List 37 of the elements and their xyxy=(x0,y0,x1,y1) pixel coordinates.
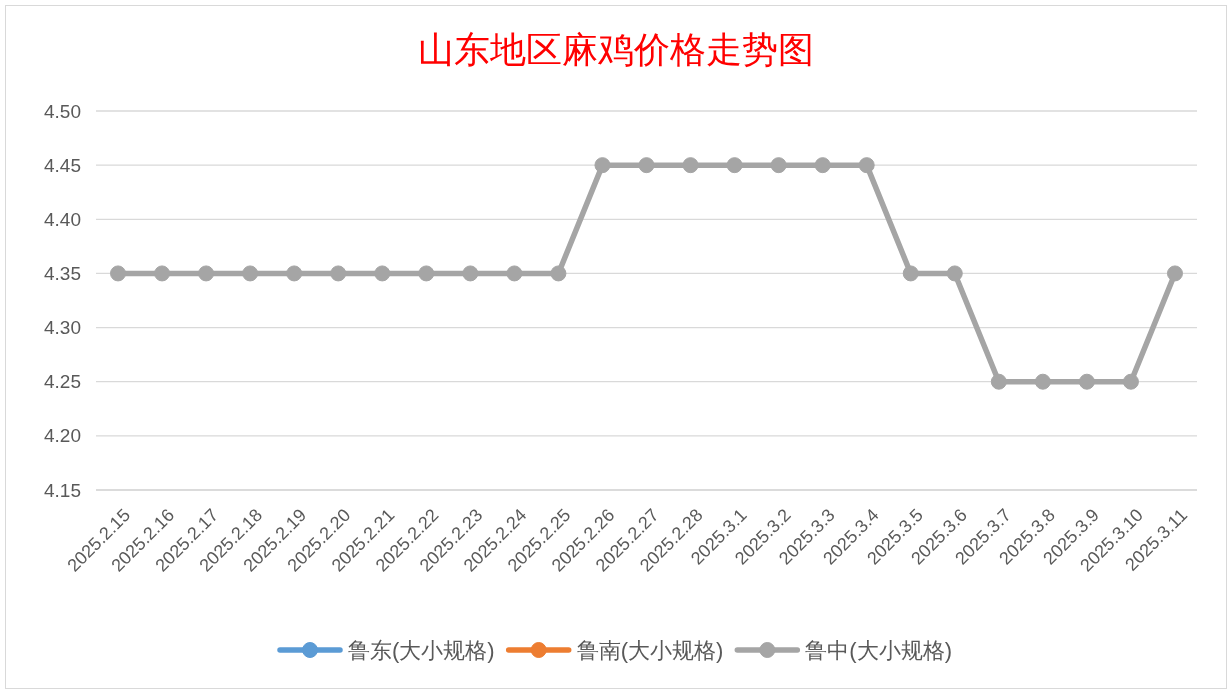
point xyxy=(814,157,831,174)
point xyxy=(638,157,655,174)
point xyxy=(418,265,435,282)
chart-title: 山东地区麻鸡价格走势图 xyxy=(418,30,814,70)
point xyxy=(286,265,303,282)
point xyxy=(770,157,787,174)
y-tick-label: 4.40 xyxy=(44,208,81,230)
point xyxy=(506,265,523,282)
point xyxy=(946,265,963,282)
point xyxy=(330,265,347,282)
legend-label: 鲁中(大小规格) xyxy=(805,637,952,663)
y-tick-label: 4.50 xyxy=(44,100,81,122)
point xyxy=(682,157,699,174)
point xyxy=(858,157,875,174)
point xyxy=(462,265,479,282)
point xyxy=(550,265,567,282)
point xyxy=(1166,265,1183,282)
point xyxy=(1122,373,1139,390)
y-tick-label: 4.25 xyxy=(44,371,81,393)
point xyxy=(1034,373,1051,390)
point xyxy=(242,265,259,282)
y-tick-label: 4.20 xyxy=(44,425,81,447)
legend-label: 鲁南(大小规格) xyxy=(576,637,724,663)
y-tick-label: 4.30 xyxy=(44,317,81,339)
y-tick-label: 4.35 xyxy=(44,262,81,284)
point xyxy=(1078,373,1095,390)
point xyxy=(154,265,171,282)
point xyxy=(110,265,127,282)
y-tick-label: 4.15 xyxy=(44,479,81,501)
point xyxy=(374,265,391,282)
point xyxy=(990,373,1007,390)
point xyxy=(594,157,611,174)
point xyxy=(198,265,215,282)
y-tick-label: 4.45 xyxy=(44,154,81,176)
point xyxy=(726,157,743,174)
legend-label: 鲁东(大小规格) xyxy=(348,637,495,663)
point xyxy=(902,265,919,282)
